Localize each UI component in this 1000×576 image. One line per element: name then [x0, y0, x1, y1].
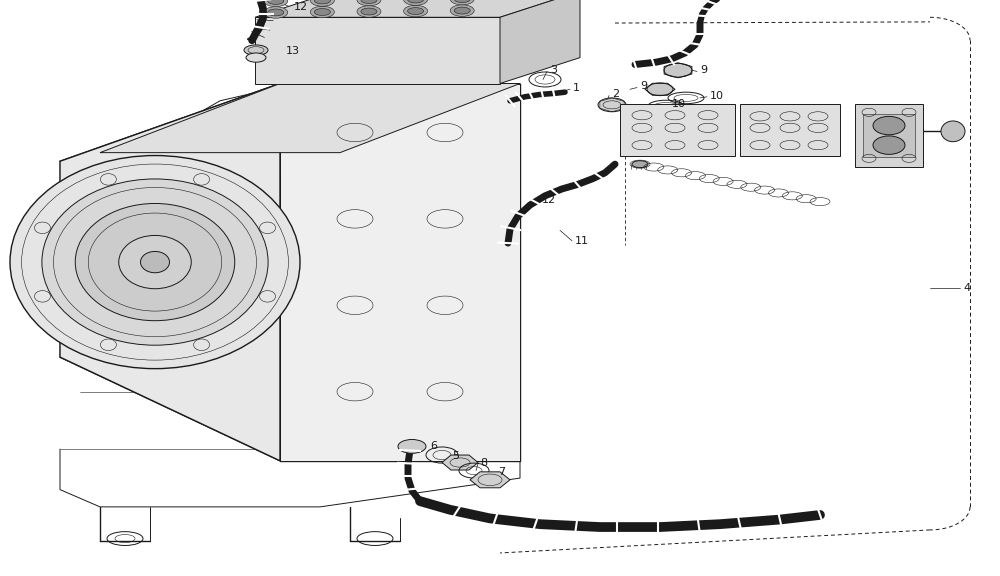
Ellipse shape [404, 0, 428, 5]
Bar [863, 114, 915, 157]
Ellipse shape [119, 236, 191, 289]
Ellipse shape [361, 8, 377, 15]
Ellipse shape [454, 0, 470, 2]
Ellipse shape [310, 6, 334, 18]
Text: 11: 11 [575, 236, 589, 246]
Ellipse shape [42, 179, 268, 345]
Polygon shape [280, 84, 520, 461]
Text: 12: 12 [542, 195, 556, 206]
Ellipse shape [244, 45, 268, 55]
Ellipse shape [873, 116, 905, 135]
Ellipse shape [10, 156, 300, 369]
Ellipse shape [454, 7, 470, 14]
Polygon shape [60, 84, 280, 461]
Polygon shape [100, 84, 520, 153]
Ellipse shape [357, 0, 381, 6]
Ellipse shape [264, 7, 288, 18]
Ellipse shape [873, 136, 905, 154]
Polygon shape [255, 0, 580, 17]
Text: 12: 12 [294, 2, 308, 12]
Text: 3: 3 [550, 65, 557, 75]
Ellipse shape [450, 5, 474, 16]
Text: 9: 9 [700, 65, 707, 75]
Ellipse shape [246, 53, 266, 62]
Ellipse shape [647, 83, 673, 96]
Polygon shape [470, 472, 510, 488]
Text: 4: 4 [963, 283, 970, 293]
Ellipse shape [314, 0, 330, 4]
Text: 10: 10 [710, 90, 724, 101]
Ellipse shape [75, 203, 235, 321]
Ellipse shape [408, 7, 424, 14]
Ellipse shape [664, 63, 692, 77]
Ellipse shape [408, 0, 424, 3]
Text: 5: 5 [452, 450, 459, 461]
Bar [620, 104, 735, 156]
Ellipse shape [140, 251, 170, 273]
Ellipse shape [314, 9, 330, 16]
Ellipse shape [310, 0, 334, 6]
Text: 2: 2 [612, 89, 619, 100]
Bar [740, 104, 840, 156]
Ellipse shape [598, 98, 626, 112]
Text: 9: 9 [640, 81, 647, 92]
Ellipse shape [357, 6, 381, 17]
Polygon shape [165, 84, 520, 173]
Bar [855, 104, 923, 167]
Ellipse shape [361, 0, 377, 3]
Text: 8: 8 [480, 457, 487, 468]
Polygon shape [442, 455, 478, 470]
Text: 7: 7 [498, 467, 505, 477]
Text: 13: 13 [286, 46, 300, 56]
Ellipse shape [398, 439, 426, 453]
Ellipse shape [268, 9, 284, 16]
Ellipse shape [450, 0, 474, 5]
Bar [255, 17, 500, 84]
Ellipse shape [268, 0, 284, 5]
Text: 10: 10 [672, 98, 686, 109]
Polygon shape [500, 0, 580, 84]
Ellipse shape [264, 0, 288, 7]
Ellipse shape [941, 121, 965, 142]
Text: 6: 6 [430, 441, 437, 452]
Ellipse shape [404, 5, 428, 17]
Ellipse shape [632, 161, 648, 168]
Text: 1: 1 [573, 82, 580, 93]
